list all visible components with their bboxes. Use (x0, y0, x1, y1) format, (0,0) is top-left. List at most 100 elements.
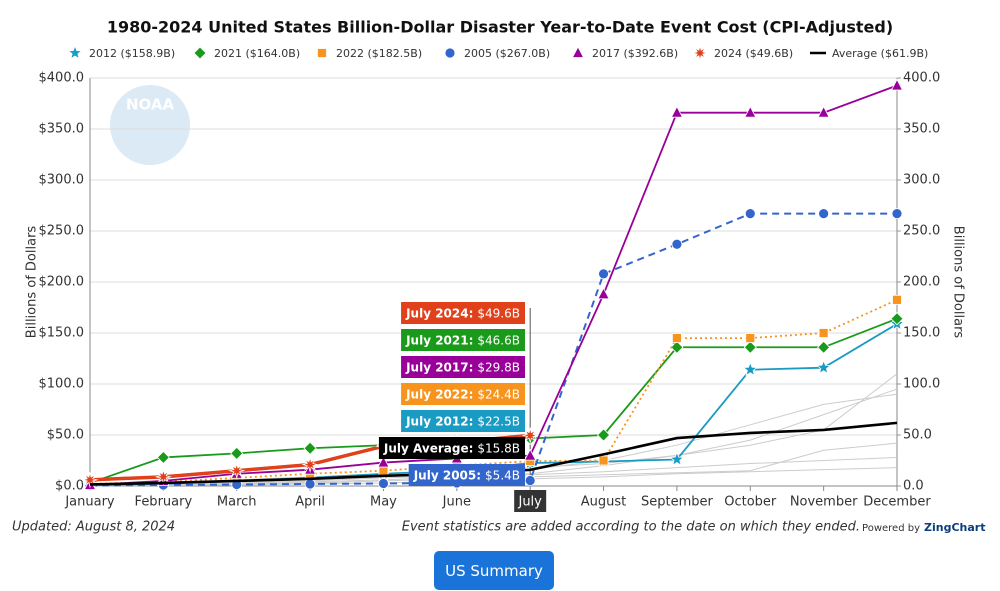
tooltip-title: July 2022: (405, 388, 473, 402)
y-tick-label: $50.0 (47, 428, 84, 443)
tooltip: July 2022: $24.4B (401, 383, 525, 405)
tooltip: July 2005: $5.4B (408, 464, 525, 486)
legend-label: Average ($61.9B) (832, 47, 928, 60)
us-summary-button[interactable]: US Summary (434, 551, 554, 590)
tooltip-value: $24.4B (477, 388, 520, 402)
tooltip-title: July 2012: (405, 415, 473, 429)
marker (228, 462, 246, 480)
legend-label: 2017 ($392.6B) (592, 47, 678, 60)
tooltip-box (401, 329, 525, 351)
logo-text: NOAA (126, 96, 175, 114)
y-tick-label: $0.0 (55, 479, 84, 494)
y-tick-label: $300.0 (39, 173, 85, 188)
marker (815, 359, 832, 375)
legend-item: 2005 ($267.0B) (444, 47, 550, 60)
tooltip-box (408, 464, 525, 486)
marker (378, 478, 389, 489)
legend-item: 2017 ($392.6B) (571, 46, 678, 60)
marker (670, 105, 684, 118)
marker (571, 46, 585, 58)
marker (521, 426, 539, 444)
x-tick-label: October (724, 495, 777, 510)
y-tick-label: $350.0 (39, 122, 85, 137)
y2-tick-label: 350.0 (903, 122, 940, 137)
footer-right: Event statistics are added according to … (402, 520, 860, 535)
marker (744, 208, 756, 220)
marker (818, 328, 829, 338)
marker (156, 450, 170, 465)
legend-label: 2021 ($164.0B) (214, 47, 300, 60)
marker (598, 268, 609, 280)
marker (672, 333, 682, 344)
tooltip-value: $29.8B (477, 361, 520, 375)
y2-tick-label: 250.0 (903, 224, 940, 239)
tooltip-title: July 2021: (405, 334, 473, 348)
y2-tick-label: 200.0 (903, 275, 940, 290)
tooltip-value: $22.5B (477, 415, 520, 429)
marker (596, 428, 611, 442)
legend-label: 2022 ($182.5B) (336, 47, 422, 60)
marker (317, 48, 327, 58)
tooltip-title: July 2005: (413, 469, 481, 483)
marker (890, 312, 904, 326)
chart: 1980-2024 United States Billion-Dollar D… (12, 18, 985, 535)
tooltip: July 2012: $22.5B (401, 410, 525, 432)
tooltip-box (401, 410, 525, 432)
legend-label: 2012 ($158.9B) (89, 47, 175, 60)
y2-tick-label: 400.0 (903, 71, 940, 86)
marker (444, 47, 456, 59)
legend-item: 2021 ($164.0B) (193, 46, 300, 60)
tooltip-box (401, 356, 525, 378)
marker (817, 105, 830, 118)
marker (669, 451, 685, 467)
marker (671, 238, 683, 250)
x-tick-label: July (517, 495, 542, 510)
y2-tick-label: 150.0 (903, 326, 940, 341)
marker (743, 340, 757, 354)
marker (597, 287, 610, 300)
legend-item: 2024 ($49.6B) (691, 44, 793, 62)
marker (890, 78, 904, 91)
marker (742, 361, 758, 377)
footer-left: Updated: August 8, 2024 (12, 520, 175, 535)
marker (303, 441, 317, 455)
marker (891, 208, 903, 220)
marker (524, 475, 536, 486)
series-line (89, 212, 897, 487)
x-highlight (514, 490, 547, 512)
y-tick-label: $250.0 (39, 224, 85, 239)
marker (304, 478, 316, 490)
y2-tick-label: 0.0 (903, 479, 924, 494)
marker (67, 44, 83, 60)
marker (378, 465, 389, 476)
tooltip-box (401, 383, 525, 405)
tooltip-value: $49.6B (477, 307, 520, 321)
y2-axis-title: Billions of Dollars (951, 226, 966, 339)
chart-title: 1980-2024 United States Billion-Dollar D… (107, 18, 893, 37)
legend-label: 2005 ($267.0B) (464, 47, 550, 60)
legend-label: 2024 ($49.6B) (714, 47, 793, 60)
tooltip-value: $15.8B (477, 442, 520, 456)
y-axis-title: Billions of Dollars (25, 226, 40, 339)
marker (598, 455, 609, 466)
marker (301, 456, 319, 474)
logo (110, 85, 190, 165)
marker (892, 294, 902, 305)
x-tick-label: September (641, 495, 714, 510)
legend-item: 2022 ($182.5B) (317, 47, 422, 60)
tooltip-value: $5.4B (485, 469, 520, 483)
tooltip: July 2017: $29.8B (401, 356, 525, 378)
y2-tick-label: 100.0 (903, 377, 940, 392)
x-tick-label: June (442, 495, 471, 510)
legend-item: Average ($61.9B) (810, 47, 928, 60)
tooltip-box (378, 437, 525, 459)
y2-tick-label: 50.0 (903, 428, 932, 443)
x-tick-label: November (790, 495, 858, 510)
marker (230, 446, 244, 460)
tooltip: July 2024: $49.6B (401, 302, 525, 324)
x-tick-label: May (370, 495, 397, 510)
marker (524, 448, 537, 461)
marker (817, 340, 831, 354)
x-tick-label: December (863, 495, 931, 510)
